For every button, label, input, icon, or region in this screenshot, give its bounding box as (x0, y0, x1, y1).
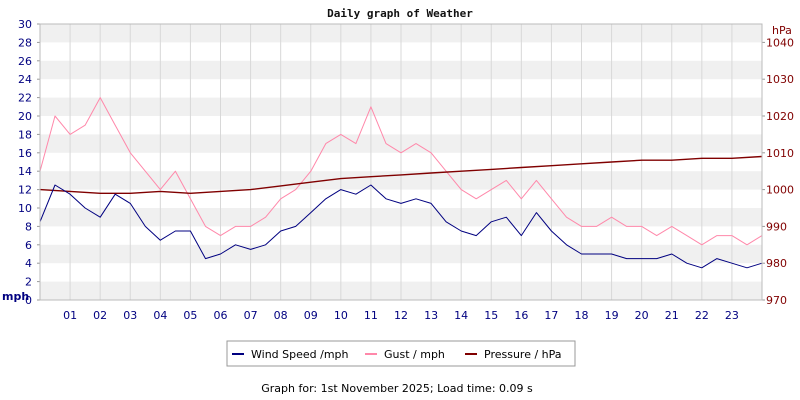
x-tick-label: 19 (605, 309, 619, 322)
x-tick-label: 18 (575, 309, 589, 322)
left-tick-label: 12 (18, 184, 32, 197)
right-tick-label: 1020 (766, 110, 794, 123)
x-tick-label: 07 (244, 309, 258, 322)
legend-label: Pressure / hPa (484, 348, 562, 361)
right-axis-unit: hPa (772, 24, 792, 37)
x-tick-label: 23 (725, 309, 739, 322)
left-tick-label: 2 (25, 276, 32, 289)
right-tick-label: 1040 (766, 36, 794, 49)
left-tick-label: 4 (25, 257, 32, 270)
legend-box (226, 340, 576, 367)
x-tick-label: 21 (665, 309, 679, 322)
x-tick-label: 22 (695, 309, 709, 322)
series-line-gust-mph (39, 97, 763, 246)
left-tick-label: 28 (18, 36, 32, 49)
axes: 01 02 03 04 05 06 07 08 09 10 11 12 13 14 15 16 17 18 19 20… (18, 18, 794, 322)
right-tick-label: 1000 (766, 184, 794, 197)
x-tick-label: 15 (484, 309, 498, 322)
right-tick-label: 970 (766, 294, 787, 307)
legend-label: Wind Speed /mph (251, 348, 349, 361)
x-tick-label: 01 (63, 309, 77, 322)
chart-title: Daily graph of Weather (327, 7, 473, 20)
x-tick-label: 02 (93, 309, 107, 322)
x-tick-label: 06 (214, 309, 228, 322)
vertical-gridlines (69, 24, 733, 300)
x-tick-label: 16 (514, 309, 528, 322)
x-tick-label: 05 (183, 309, 197, 322)
footer-text: Graph for: 1st November 2025; Load time:… (261, 382, 533, 395)
left-tick-label: 0 (25, 294, 32, 307)
plot-border (39, 23, 763, 301)
x-tick-label: 03 (123, 309, 137, 322)
left-tick-label: 20 (18, 110, 32, 123)
series-line-wind-speed-mph (39, 184, 763, 269)
right-tick-label: 990 (766, 220, 787, 233)
x-tick-label: 12 (394, 309, 408, 322)
x-tick-label: 08 (274, 309, 288, 322)
x-tick-label: 13 (424, 309, 438, 322)
left-tick-label: 18 (18, 128, 32, 141)
series-line-pressure-hpa (39, 155, 763, 195)
left-tick-label: 24 (18, 73, 32, 86)
x-tick-label: 11 (364, 309, 378, 322)
x-tick-label: 14 (454, 309, 468, 322)
x-tick-label: 09 (304, 309, 318, 322)
legend-label: Gust / mph (384, 348, 445, 361)
x-tick-label: 17 (544, 309, 558, 322)
left-tick-label: 8 (25, 220, 32, 233)
left-tick-label: 6 (25, 239, 32, 252)
legend: Wind Speed /mph Gust / mph Pressure / hPa (226, 340, 576, 367)
right-tick-label: 980 (766, 257, 787, 270)
x-tick-label: 04 (153, 309, 167, 322)
left-axis-unit: mph (2, 290, 29, 303)
left-tick-label: 22 (18, 92, 32, 105)
x-tick-label: 10 (334, 309, 348, 322)
left-tick-label: 10 (18, 202, 32, 215)
left-tick-label: 16 (18, 147, 32, 160)
series-layer (39, 97, 763, 269)
left-tick-label: 30 (18, 18, 32, 31)
right-tick-label: 1010 (766, 147, 794, 160)
left-tick-label: 14 (18, 165, 32, 178)
x-tick-label: 20 (635, 309, 649, 322)
left-tick-label: 26 (18, 55, 32, 68)
right-tick-label: 1030 (766, 73, 794, 86)
